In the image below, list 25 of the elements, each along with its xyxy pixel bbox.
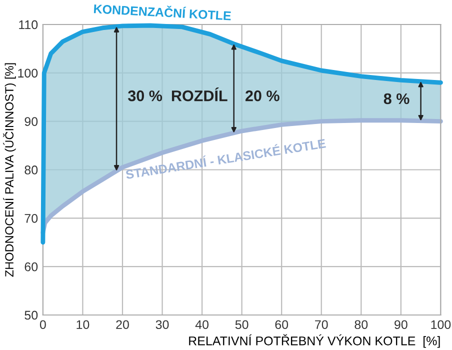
line-series (40, 118, 443, 235)
x-tick-label: 40 (195, 320, 209, 330)
y-tick-label: 70 (24, 214, 38, 223)
y-tick-label: 80 (24, 166, 38, 174)
y-tick-label: 100 (18, 68, 38, 78)
x-tick-label: 50 (235, 320, 248, 330)
annotation: 20 % (246, 90, 280, 102)
x-tick-label: 0 (40, 320, 46, 330)
x-tick-label: 70 (315, 320, 328, 330)
x-tick-label: 90 (394, 320, 408, 330)
annotation: 30 % ROZDÍL (128, 88, 228, 102)
x-tick-label: 60 (275, 320, 288, 330)
y-tick-label: 110 (19, 20, 38, 30)
x-axis-title: RELATIVNÍ POTŘEBNÝ VÝKON KOTLE [%] (189, 334, 440, 348)
y-tick-label: 60 (24, 262, 38, 272)
x-tick-label: 30 (156, 320, 169, 330)
x-tick-label: 80 (354, 320, 368, 330)
x-tick-label: 10 (76, 320, 90, 330)
y-tick-label: 90 (24, 117, 38, 126)
y-tick-label: 50 (24, 310, 38, 320)
annotation: 8 % (384, 93, 410, 104)
y-axis-title: ZHODNOCENÍ PALIVA (ÚČINNOST) [%] (3, 63, 16, 277)
x-tick-label: 100 (431, 320, 451, 330)
series-label: KONDENZAČNÍ KOTLE (94, 2, 232, 20)
x-tick-label: 20 (116, 320, 129, 330)
